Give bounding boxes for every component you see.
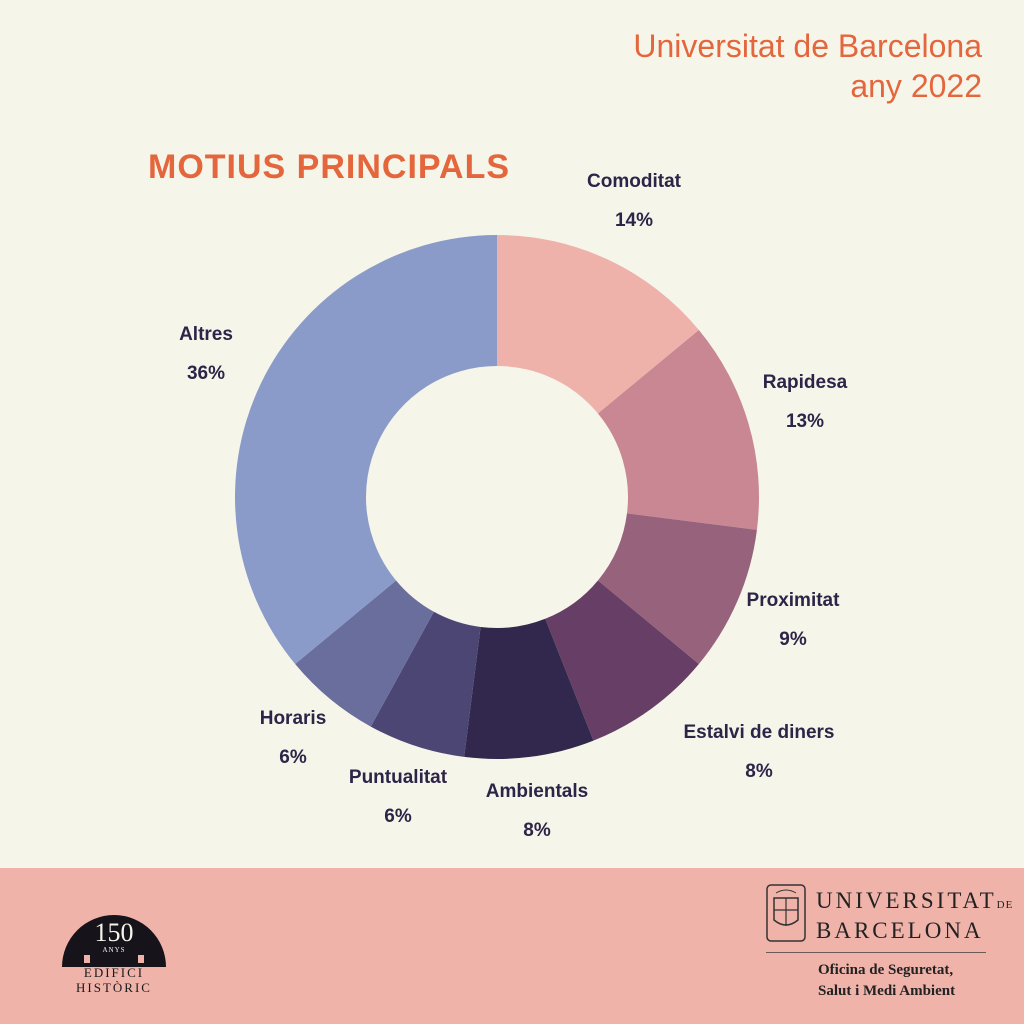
edifici-historic-badge-icon: 150 ANYS [62, 915, 166, 967]
divider [766, 952, 986, 953]
office-name: Oficina de Seguretat, Salut i Medi Ambie… [818, 960, 955, 1002]
office-line-1: Oficina de Seguretat, [818, 962, 954, 978]
slice-label: Horaris [260, 708, 327, 729]
header-line-2: any 2022 [850, 68, 982, 104]
badge-caption: EDIFICI HISTÒRIC [52, 965, 176, 995]
slice-comoditat [497, 235, 699, 414]
header-line-1: Universitat de Barcelona [633, 28, 982, 64]
ub-wordmark: UNIVERSITATDE BARCELONA [816, 888, 1013, 943]
slice-label: Altres [179, 324, 233, 345]
slice-value-label: 6% [279, 747, 307, 768]
ub-line-2: BARCELONA [816, 918, 984, 943]
footer-band [0, 868, 1024, 1024]
slice-ambientals [464, 618, 594, 759]
slice-value-label: 14% [615, 210, 653, 231]
chart-title: MOTIUS PRINCIPALS [148, 148, 511, 186]
slice-value-label: 9% [779, 629, 807, 650]
ub-line-1: UNIVERSITAT [816, 888, 997, 913]
slice-proximitat [597, 513, 757, 665]
slice-label: Ambientals [486, 781, 588, 802]
slice-label: Proximitat [747, 590, 841, 611]
slice-label: Rapidesa [763, 372, 848, 393]
ub-de: DE [996, 899, 1014, 911]
slice-puntualitat [370, 611, 481, 757]
slice-label: Puntualitat [349, 767, 448, 788]
slice-value-label: 8% [523, 820, 551, 841]
header-title: Universitat de Barcelona any 2022 [633, 26, 982, 106]
slice-estalvi-de-diners [545, 580, 699, 741]
slice-value-label: 13% [786, 411, 824, 432]
slice-value-label: 36% [187, 363, 225, 384]
slice-value-label: 8% [745, 761, 773, 782]
slice-horaris [295, 580, 434, 727]
slice-label: Comoditat [587, 171, 682, 192]
donut-chart: Comoditat 14% Rapidesa 13% Proximitat 9% Estal… [179, 171, 848, 841]
ub-seal-icon [766, 884, 806, 942]
slice-rapidesa [597, 329, 759, 530]
badge-number: 150 [95, 918, 134, 947]
office-line-2: Salut i Medi Ambient [818, 983, 956, 999]
slice-altres [235, 235, 497, 665]
badge-line-1: EDIFICI [83, 965, 145, 980]
slice-value-label: 6% [384, 806, 412, 827]
slice-label: Estalvi de diners [683, 722, 834, 743]
badge-anys: ANYS [102, 946, 125, 954]
badge-line-2: HISTÒRIC [76, 980, 152, 995]
